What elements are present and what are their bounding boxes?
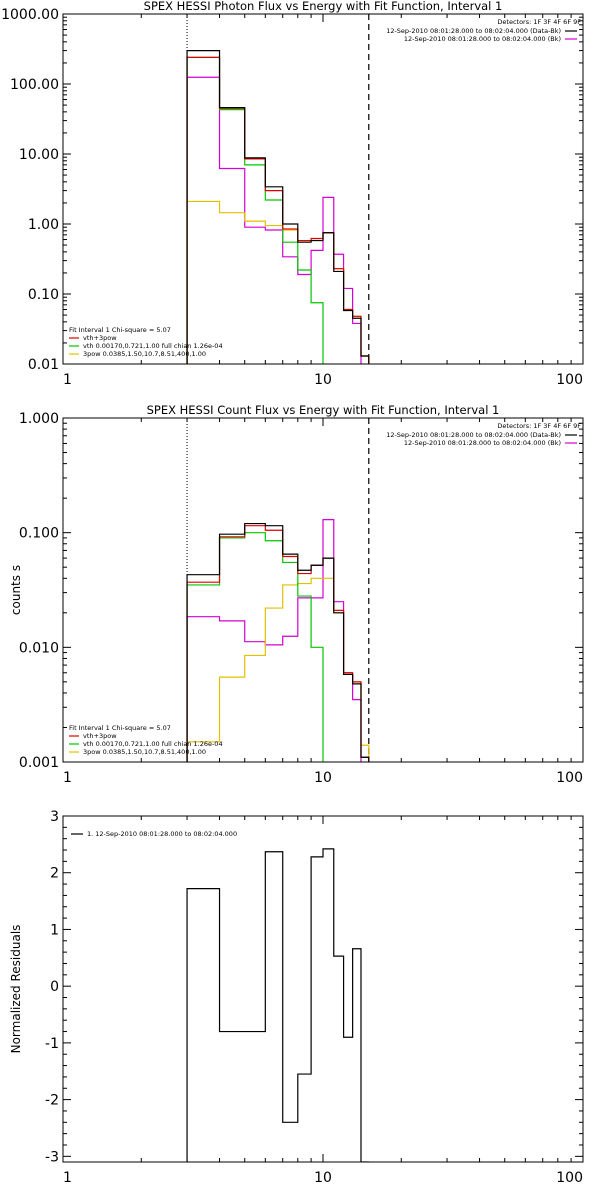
data-series (186, 519, 370, 762)
series-bk (186, 519, 362, 762)
x-tick-label: 100 (556, 372, 583, 388)
legend-header: Detectors: 1F 3F 4F 6F 9F (497, 422, 581, 430)
legend-entry: vth+3pow (83, 334, 117, 342)
x-tick-label: 100 (556, 770, 583, 786)
legend-header: Fit Interval 1 Chi-square = 5.07 (69, 724, 171, 732)
legend-entry: 12-Sep-2010 08:01:28.000 to 08:02:04.000… (404, 439, 561, 447)
y-tick-label: 0.10 (28, 287, 59, 303)
legend-entry: 12-Sep-2010 08:01:28.000 to 08:02:04.000… (386, 431, 561, 439)
legend-entry: 12-Sep-2010 08:01:28.000 to 08:02:04.000… (386, 27, 561, 35)
y-tick-label: 100.00 (10, 77, 59, 93)
legend-header: Detectors: 1F 3F 4F 6F 9F (497, 18, 581, 26)
series-vth (186, 532, 324, 762)
legend-entry: vth 0.00170,0.721,1.00 full chian 1.26e-… (83, 740, 223, 748)
series-data-bk (186, 50, 370, 364)
y-tick-label: 0 (50, 979, 59, 995)
y-tick-label: 0.001 (19, 755, 59, 771)
chart-panel-photon: SPEX HESSI Photon Flux vs Energy with Fi… (1, 0, 584, 388)
legend-entry: vth 0.00170,0.721,1.00 full chian 1.26e-… (83, 342, 223, 350)
plot-frame (62, 13, 584, 365)
legend-bottom-left: Fit Interval 1 Chi-square = 5.07vth+3pow… (69, 326, 223, 358)
series-3pow (186, 200, 370, 364)
y-tick-label: 0.100 (19, 526, 59, 542)
legend-entry: vth+3pow (83, 732, 117, 740)
legend-entry: 3pow 0.0385,1.50,10.7,8.51,400,1.00 (83, 350, 206, 358)
chart-panel-count: SPEX HESSI Count Flux vs Energy with Fit… (9, 403, 584, 786)
y-axis: 0.01 0.10 1.00 10.00 100.00 1000.00 (1, 7, 583, 373)
x-axis: 1 10 100 (62, 816, 584, 1186)
legend-entry: 1. 12-Sep-2010 08:01:28.000 to 08:02:04.… (87, 830, 237, 838)
y-axis-label: counts s (9, 565, 23, 615)
series-residuals (186, 848, 369, 1162)
plot-frame (62, 417, 584, 763)
y-tick-label: 3 (50, 809, 59, 825)
chart-title: SPEX HESSI Count Flux vs Energy with Fit… (147, 403, 500, 417)
x-tick-label: 10 (314, 1170, 332, 1186)
legend-bottom-left: Fit Interval 1 Chi-square = 5.07vth+3pow… (69, 724, 223, 756)
x-tick-label: 10 (314, 372, 332, 388)
legend-header: Fit Interval 1 Chi-square = 5.07 (69, 326, 171, 334)
y-tick-label: 2 (50, 866, 59, 882)
y-tick-label: 10.00 (19, 147, 59, 163)
series-3pow (186, 577, 370, 762)
y-tick-label: 0.010 (19, 640, 59, 656)
y-axis-label: Normalized Residuals (9, 925, 23, 1054)
y-tick-label: -1 (45, 1036, 59, 1052)
series-vth-3pow (186, 56, 370, 364)
series-vth (186, 56, 324, 364)
chart-title: SPEX HESSI Photon Flux vs Energy with Fi… (144, 0, 503, 13)
y-tick-label: 0.01 (28, 357, 59, 373)
data-series (186, 848, 369, 1162)
x-tick-label: 10 (314, 770, 332, 786)
y-tick-label: 1000.00 (1, 7, 59, 23)
y-tick-label: 1.00 (28, 217, 59, 233)
legend-entry: 3pow 0.0385,1.50,10.7,8.51,400,1.00 (83, 748, 206, 756)
series-bk (186, 76, 362, 364)
y-axis: 0.001 0.010 0.100 1.000 (19, 411, 583, 771)
y-axis: -3 -2 -1 0 1 2 3 (45, 809, 583, 1165)
x-tick-label: 1 (63, 1170, 72, 1186)
y-tick-label: -3 (45, 1149, 59, 1165)
series-data-bk (186, 522, 370, 762)
chart-panel-residuals: Normalized Residuals 1 10 100 -3 -2 -1 0 1 2 3 1. 1… (9, 809, 584, 1186)
series-vth-3pow (186, 525, 370, 762)
x-tick-label: 1 (63, 770, 72, 786)
y-tick-label: 1.000 (19, 411, 59, 427)
legend-entry: 12-Sep-2010 08:01:28.000 to 08:02:04.000… (404, 35, 561, 43)
x-tick-label: 1 (63, 372, 72, 388)
legend-top-left: 1. 12-Sep-2010 08:01:28.000 to 08:02:04.… (71, 830, 237, 838)
y-tick-label: -2 (45, 1093, 59, 1109)
plot-frame (62, 815, 584, 1163)
data-series (186, 50, 370, 364)
x-tick-label: 100 (556, 1170, 583, 1186)
y-tick-label: 1 (50, 922, 59, 938)
